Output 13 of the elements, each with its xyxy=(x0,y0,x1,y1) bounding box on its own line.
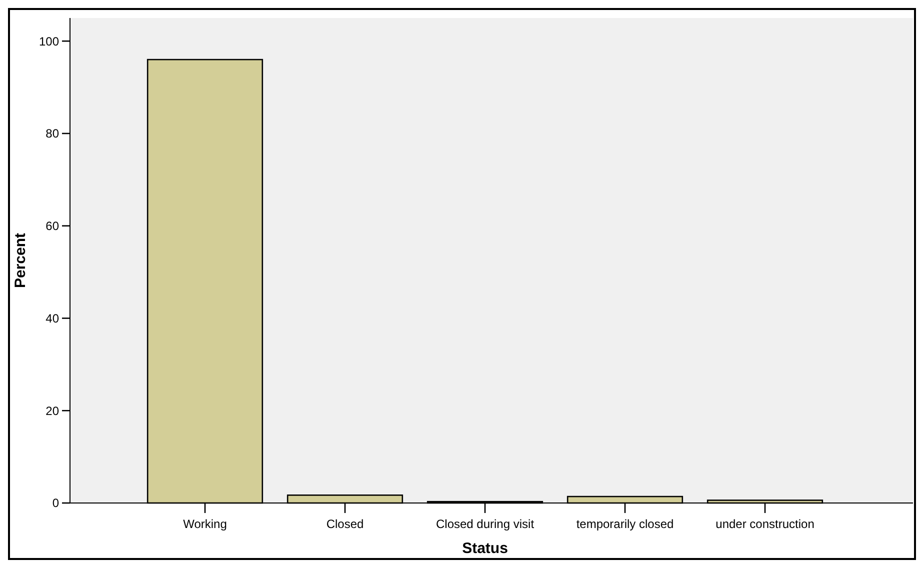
x-tick-label: Closed xyxy=(326,517,364,531)
y-tick-label: 80 xyxy=(46,126,60,141)
x-tick-label: temporarily closed xyxy=(576,517,674,531)
y-tick-label: 40 xyxy=(46,311,60,326)
y-axis-title: Percent xyxy=(12,232,29,288)
x-tick-label: Working xyxy=(183,517,227,531)
y-tick-label: 60 xyxy=(46,219,60,234)
y-tick-label: 20 xyxy=(46,404,60,418)
y-tick-label: 100 xyxy=(38,34,60,48)
x-axis-title: Status xyxy=(462,540,508,557)
y-tick-label: 0 xyxy=(52,496,60,510)
x-tick-label: under construction xyxy=(716,517,814,531)
x-tick-label: Closed during visit xyxy=(436,517,535,531)
